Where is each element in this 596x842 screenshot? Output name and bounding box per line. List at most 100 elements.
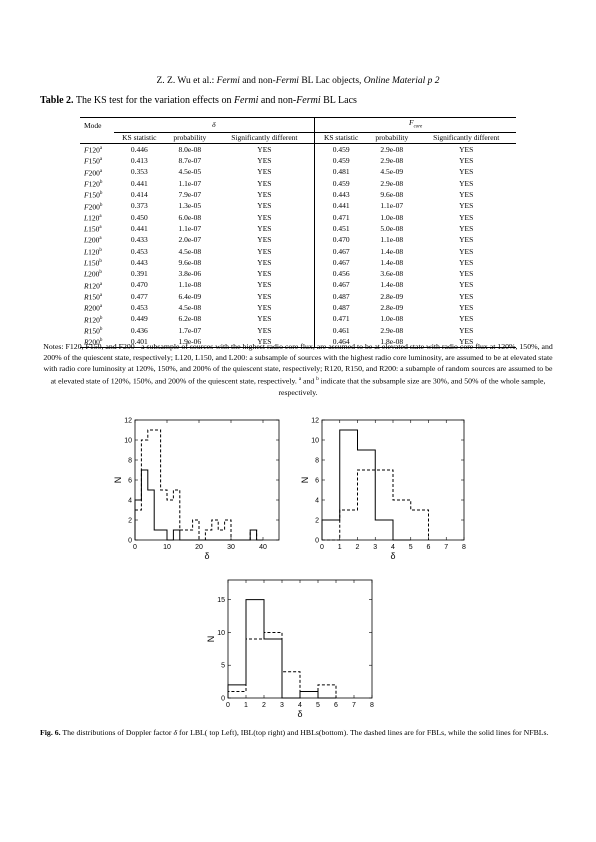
y-tick-label: 4: [128, 498, 132, 505]
value-cell: 1.1e-07: [380, 201, 404, 211]
x-tick-label: 6: [334, 702, 338, 709]
value-cell: YES: [257, 201, 272, 211]
value-cell: 9.6e-08: [178, 257, 202, 267]
y-tick-label: 6: [315, 478, 319, 485]
value-cell: YES: [459, 269, 474, 279]
value-cell: 2.9e-08: [380, 325, 404, 335]
value-cell: 0.446: [130, 144, 148, 154]
value-cell: 0.453: [130, 246, 148, 256]
value-cell: 0.470: [314, 234, 368, 246]
group-fcore-header: Fcore: [314, 116, 516, 134]
value-cell: YES: [459, 223, 474, 233]
table-row: R200b 0.401 1.9e-06 YES 0.464 1.8e-08 YES: [80, 336, 516, 349]
value-cell: 0.467: [314, 245, 368, 258]
value-cell: YES: [257, 314, 272, 324]
mode-cell: L150b: [84, 258, 102, 268]
value-cell: 6.4e-09: [178, 291, 202, 301]
value-cell: 0.443: [314, 189, 368, 201]
value-cell: 6.0e-08: [178, 212, 202, 222]
value-cell: YES: [257, 178, 272, 188]
value-cell: YES: [257, 269, 272, 279]
value-cell: 2.8e-09: [380, 291, 404, 301]
x-axis-label: δ: [390, 551, 395, 561]
value-cell: 2.0e-07: [178, 235, 202, 245]
sub-header: KS statistic: [113, 132, 166, 145]
mode-cell: F150a: [84, 156, 103, 166]
value-cell: 0.459: [314, 155, 368, 167]
value-cell: 0.471: [314, 211, 368, 224]
value-cell: 0.467: [314, 257, 368, 269]
value-cell: YES: [257, 257, 272, 267]
fbl-dashed-histogram: [322, 469, 429, 541]
value-cell: 1.4e-08: [380, 280, 404, 290]
value-cell: 0.441: [130, 223, 148, 233]
table-row: F120a 0.446 8.0e-08 YES 0.459 2.9e-08 YES: [80, 143, 516, 156]
table-row: R150a 0.477 6.4e-09 YES 0.487 2.8e-09 YES: [80, 290, 516, 303]
table-row: F150b 0.414 7.9e-07 YES 0.443 9.6e-08 YES: [80, 189, 516, 201]
x-tick-label: 4: [298, 702, 302, 709]
value-cell: YES: [257, 190, 272, 200]
value-cell: 0.453: [130, 303, 148, 312]
value-cell: YES: [459, 156, 474, 166]
table-row: R120a 0.470 1.1e-08 YES 0.467 1.4e-08 YES: [80, 279, 516, 291]
nfbl-solid-histogram: [134, 469, 263, 541]
group-delta-header: δ: [113, 116, 315, 134]
value-cell: 0.441: [314, 200, 368, 212]
y-tick-label: 10: [124, 438, 132, 445]
x-tick-label: 40: [259, 544, 267, 551]
table-row: R150b 0.436 1.7e-07 YES 0.461 2.9e-08 YES: [80, 324, 516, 337]
value-cell: 0.487: [314, 290, 368, 303]
value-cell: YES: [257, 167, 272, 177]
value-cell: YES: [459, 246, 474, 256]
x-tick-label: 2: [356, 544, 360, 551]
mode-cell: F200a: [84, 168, 103, 178]
value-cell: YES: [257, 303, 272, 312]
value-cell: 1.8e-08: [367, 336, 417, 349]
table-row: F150a 0.413 8.7e-07 YES 0.459 2.9e-08 YES: [80, 155, 516, 167]
y-tick-label: 8: [315, 458, 319, 465]
y-tick-label: 2: [315, 518, 319, 525]
mode-cell: L120a: [84, 213, 102, 223]
value-cell: 0.401: [113, 336, 166, 349]
value-cell: 0.391: [130, 269, 148, 279]
x-tick-label: 30: [227, 544, 235, 551]
y-axis-label: N: [206, 636, 216, 643]
value-cell: 1.9e-06: [165, 336, 215, 349]
x-tick-label: 1: [244, 702, 248, 709]
y-axis-label: N: [300, 477, 310, 484]
value-cell: 2.9e-08: [380, 144, 404, 154]
value-cell: YES: [459, 325, 474, 335]
table-row: L200b 0.391 3.8e-06 YES 0.456 3.6e-08 YES: [80, 268, 516, 280]
fbl-dashed-histogram: [134, 429, 263, 541]
value-cell: YES: [416, 336, 516, 349]
value-cell: 0.456: [314, 268, 368, 280]
value-cell: 9.6e-08: [380, 190, 404, 200]
value-cell: YES: [459, 303, 474, 312]
value-cell: 0.477: [130, 291, 148, 301]
y-tick-label: 10: [217, 630, 225, 637]
mode-cell: F150b: [84, 190, 103, 200]
table-row: L150a 0.441 1.1e-07 YES 0.451 5.0e-08 YES: [80, 223, 516, 235]
sub-header: probability: [165, 132, 215, 145]
sub-header: probability: [367, 132, 417, 145]
x-axis-label: δ: [297, 709, 302, 719]
y-tick-label: 0: [128, 538, 132, 545]
value-cell: YES: [459, 144, 474, 154]
value-cell: 0.487: [314, 302, 368, 314]
mode-cell: L120b: [84, 247, 102, 257]
value-cell: YES: [214, 336, 315, 349]
value-cell: 0.481: [314, 166, 368, 178]
y-tick-label: 15: [217, 597, 225, 604]
table-row: F120b 0.441 1.1e-07 YES 0.459 2.9e-08 YES: [80, 177, 516, 190]
mode-cell: F120b: [84, 179, 103, 189]
y-tick-label: 0: [221, 696, 225, 703]
value-cell: 1.7e-07: [178, 325, 202, 335]
table-row: L150b 0.443 9.6e-08 YES 0.467 1.4e-08 YES: [80, 257, 516, 269]
x-tick-label: 5: [316, 702, 320, 709]
value-cell: 1.4e-08: [380, 257, 404, 267]
running-header: Z. Z. Wu et al.: Fermi and non-Fermi BL …: [156, 76, 440, 86]
value-cell: 0.471: [314, 313, 368, 325]
value-cell: 1.1e-07: [178, 223, 202, 233]
ks-test-table: Mode δ Fcore KS statistic probability Si…: [80, 116, 516, 349]
